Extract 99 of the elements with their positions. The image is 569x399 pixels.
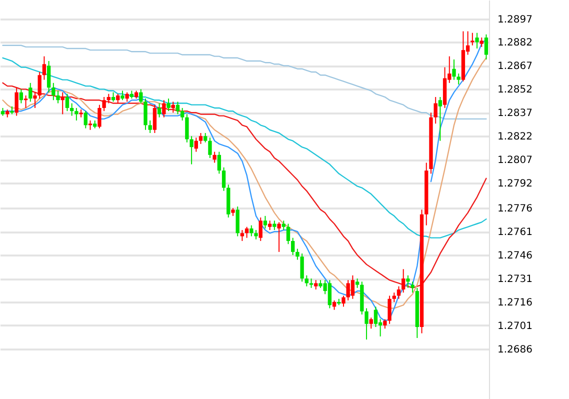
y-tick-label: 1.2792 [498, 178, 532, 190]
candlestick [240, 230, 244, 242]
candlestick [102, 96, 106, 112]
line-series [2, 44, 487, 120]
y-tick-label: 1.2731 [498, 274, 532, 286]
y-tick-label: 1.2701 [498, 320, 532, 332]
candlestick [475, 32, 479, 50]
candlestick [33, 92, 37, 108]
y-tick-label: 1.2716 [498, 297, 532, 308]
candlestick [190, 136, 194, 165]
candlestick [364, 308, 368, 340]
line-series [2, 57, 487, 238]
candlestick [296, 248, 300, 260]
y-tick-label: 1.2776 [498, 204, 532, 215]
candlestick [383, 318, 387, 330]
candlestick [84, 110, 88, 129]
candlestick [268, 220, 272, 231]
candlestick [438, 96, 442, 142]
candlestick [98, 104, 102, 129]
candlestick [434, 96, 438, 124]
y-tick-label: 1.2867 [498, 61, 532, 72]
candlestick [332, 300, 336, 310]
candlestick [250, 224, 254, 237]
candlestick [406, 274, 410, 288]
candlestick [204, 132, 208, 143]
candlestick [88, 120, 92, 130]
candlestick [19, 88, 24, 104]
candlestick [60, 92, 64, 115]
y-tick-label: 1.2852 [498, 84, 532, 96]
candlestick [388, 295, 392, 324]
candlestick [171, 101, 175, 114]
candlestick [166, 98, 170, 112]
candlestick [125, 92, 129, 102]
candlestick [392, 292, 396, 302]
candlestick [70, 102, 74, 116]
candlestick [300, 252, 304, 282]
candlestick [208, 137, 212, 159]
candlestick [314, 280, 318, 290]
candlestick [263, 215, 268, 229]
candlestick [484, 34, 488, 60]
candlestick [185, 114, 189, 143]
candlestick [291, 237, 295, 256]
candlestick [180, 107, 184, 121]
candlestick [342, 295, 346, 308]
y-tick-label: 1.2686 [498, 344, 532, 356]
candlestick [369, 317, 373, 330]
y-tick-label: 1.2882 [498, 38, 532, 49]
candlestick [355, 278, 360, 288]
candlestick [176, 101, 180, 115]
candlestick [222, 166, 226, 192]
candlestick [304, 274, 309, 287]
candlestick [157, 102, 162, 118]
candlestick [38, 71, 42, 100]
candlestick [236, 206, 240, 237]
candlestick [139, 88, 143, 104]
candlestick [410, 281, 414, 294]
candlestick [162, 100, 166, 118]
candlestick [350, 274, 355, 300]
candlestick [120, 90, 124, 101]
candlestick [480, 37, 484, 48]
candlestick [111, 92, 116, 102]
y-tick-label: 1.2822 [498, 132, 532, 143]
candlestick [65, 93, 70, 112]
candlestick [28, 82, 32, 102]
candlestick [106, 93, 111, 104]
candlestick [42, 56, 46, 80]
candlestick [46, 60, 51, 93]
candlestick [374, 306, 378, 328]
y-tick-label: 1.2837 [498, 108, 532, 120]
candlestick [470, 32, 474, 46]
candlestick [56, 90, 60, 104]
candlestick [396, 286, 401, 300]
candlestick [254, 230, 258, 240]
candlestick [14, 87, 18, 116]
candlestick [309, 278, 314, 288]
candlestick [144, 98, 148, 130]
candlestick [402, 268, 406, 294]
y-tick-label: 1.2761 [498, 227, 532, 238]
candlestick [217, 151, 222, 174]
candlestick [277, 222, 281, 252]
candlestick [52, 82, 56, 101]
candlestick [452, 58, 456, 80]
candlestick [244, 226, 249, 238]
candlestick [198, 132, 203, 144]
candlestick [116, 93, 120, 104]
candlestick [194, 137, 198, 152]
candlestick [212, 151, 216, 164]
candlestick [148, 120, 152, 134]
candlestick [24, 94, 28, 108]
candlestick [456, 73, 460, 85]
candlestick [152, 104, 157, 134]
candlestick [74, 107, 78, 121]
candlestick [272, 220, 276, 231]
candlestick [282, 220, 286, 231]
candlestick [258, 216, 262, 242]
candlestick [286, 223, 290, 245]
y-tick-label: 1.2897 [498, 14, 532, 26]
y-tick-label: 1.2807 [498, 155, 532, 166]
y-tick-label: 1.2746 [498, 250, 532, 262]
